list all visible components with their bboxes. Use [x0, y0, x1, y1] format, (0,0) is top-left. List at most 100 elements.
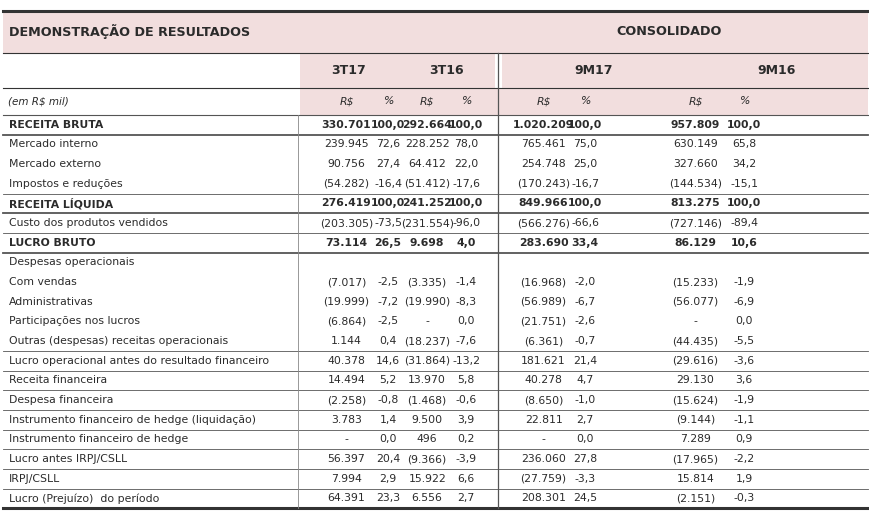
- Text: 9M17: 9M17: [574, 64, 612, 77]
- Text: Mercado interno: Mercado interno: [9, 139, 97, 150]
- Text: (15.233): (15.233): [672, 277, 718, 287]
- Text: 22,0: 22,0: [454, 159, 478, 169]
- Text: (144.534): (144.534): [668, 179, 721, 189]
- Text: 0,0: 0,0: [379, 434, 396, 445]
- Text: 10,6: 10,6: [730, 238, 757, 248]
- Text: 6.556: 6.556: [411, 493, 442, 503]
- Text: R$: R$: [339, 97, 353, 106]
- Text: 327.660: 327.660: [673, 159, 717, 169]
- Text: (16.968): (16.968): [520, 277, 566, 287]
- Text: (9.366): (9.366): [407, 454, 447, 464]
- Text: -66,6: -66,6: [571, 218, 599, 228]
- Text: %: %: [738, 97, 748, 106]
- Text: Mercado externo: Mercado externo: [9, 159, 101, 169]
- Text: 23,3: 23,3: [375, 493, 400, 503]
- Text: (56.989): (56.989): [520, 297, 566, 307]
- Text: -: -: [693, 317, 697, 326]
- Text: Instrumento financeiro de hedge: Instrumento financeiro de hedge: [9, 434, 188, 445]
- Text: -2,2: -2,2: [733, 454, 754, 464]
- Bar: [3, 11, 867, 53]
- Text: (203.305): (203.305): [320, 218, 373, 228]
- Text: 40.278: 40.278: [524, 375, 562, 386]
- Text: R$: R$: [687, 97, 702, 106]
- Text: 0,4: 0,4: [379, 336, 396, 346]
- Text: %: %: [382, 97, 393, 106]
- Text: -73,5: -73,5: [374, 218, 401, 228]
- Text: 0,0: 0,0: [457, 317, 474, 326]
- Text: 22.811: 22.811: [524, 415, 561, 425]
- Text: 7.994: 7.994: [330, 474, 362, 484]
- Text: -5,5: -5,5: [733, 336, 754, 346]
- Text: (231.554): (231.554): [401, 218, 453, 228]
- Text: 15.922: 15.922: [408, 474, 446, 484]
- Text: 90.756: 90.756: [327, 159, 365, 169]
- Text: 849.966: 849.966: [518, 198, 567, 209]
- Text: 20,4: 20,4: [375, 454, 400, 464]
- Text: 65,8: 65,8: [732, 139, 755, 150]
- Text: 26,5: 26,5: [375, 238, 401, 248]
- Text: 6,6: 6,6: [457, 474, 474, 484]
- Text: 100,0: 100,0: [370, 198, 405, 209]
- Text: 3,9: 3,9: [457, 415, 474, 425]
- Text: 2,7: 2,7: [457, 493, 474, 503]
- Text: 25,0: 25,0: [573, 159, 597, 169]
- Text: -0,3: -0,3: [733, 493, 754, 503]
- Text: -8,3: -8,3: [455, 297, 476, 307]
- Text: 64.391: 64.391: [327, 493, 365, 503]
- Text: 33,4: 33,4: [571, 238, 598, 248]
- Text: Despesa financeira: Despesa financeira: [9, 395, 113, 405]
- Text: 236.060: 236.060: [521, 454, 566, 464]
- Text: 5,8: 5,8: [457, 375, 474, 386]
- Text: R$: R$: [536, 97, 550, 106]
- Text: -2,5: -2,5: [377, 277, 398, 287]
- Text: 0,9: 0,9: [734, 434, 752, 445]
- Text: IRPJ/CSLL: IRPJ/CSLL: [9, 474, 60, 484]
- Text: (19.999): (19.999): [323, 297, 369, 307]
- Text: -7,2: -7,2: [377, 297, 398, 307]
- Text: -13,2: -13,2: [452, 356, 480, 366]
- Text: 957.809: 957.809: [670, 120, 720, 130]
- Text: DEMONSTRAÇÃO DE RESULTADOS: DEMONSTRAÇÃO DE RESULTADOS: [10, 25, 250, 40]
- Text: 27,8: 27,8: [573, 454, 597, 464]
- Text: (15.624): (15.624): [672, 395, 718, 405]
- Text: 86.129: 86.129: [673, 238, 716, 248]
- Bar: [501, 53, 867, 88]
- Text: 228.252: 228.252: [404, 139, 449, 150]
- Text: (27.759): (27.759): [520, 474, 566, 484]
- Text: 208.301: 208.301: [521, 493, 566, 503]
- Text: 181.621: 181.621: [521, 356, 565, 366]
- Text: (51.412): (51.412): [404, 179, 450, 189]
- Text: 100,0: 100,0: [567, 120, 601, 130]
- Text: -96,0: -96,0: [452, 218, 480, 228]
- Text: 496: 496: [416, 434, 437, 445]
- Text: 0,2: 0,2: [457, 434, 474, 445]
- Text: -7,6: -7,6: [455, 336, 476, 346]
- Text: -16,4: -16,4: [374, 179, 401, 189]
- Text: RECEITA BRUTA: RECEITA BRUTA: [9, 120, 103, 130]
- Text: (2.258): (2.258): [327, 395, 366, 405]
- Text: -1,9: -1,9: [733, 277, 754, 287]
- Text: Receita financeira: Receita financeira: [9, 375, 107, 386]
- Text: -3,3: -3,3: [574, 474, 595, 484]
- Text: 5,2: 5,2: [379, 375, 396, 386]
- Text: -0,8: -0,8: [377, 395, 398, 405]
- Text: -3,9: -3,9: [455, 454, 476, 464]
- Text: -3,6: -3,6: [733, 356, 754, 366]
- Text: 276.419: 276.419: [322, 198, 371, 209]
- Text: Lucro antes IRPJ/CSLL: Lucro antes IRPJ/CSLL: [9, 454, 127, 464]
- Text: -0,7: -0,7: [574, 336, 595, 346]
- Text: (em R$ mil): (em R$ mil): [8, 97, 69, 106]
- Text: -1,1: -1,1: [733, 415, 754, 425]
- Text: -15,1: -15,1: [729, 179, 758, 189]
- Text: (54.282): (54.282): [323, 179, 369, 189]
- Text: -16,7: -16,7: [571, 179, 599, 189]
- Text: 75,0: 75,0: [573, 139, 597, 150]
- Text: (9.144): (9.144): [675, 415, 714, 425]
- Text: 3T16: 3T16: [428, 64, 463, 77]
- Text: -: -: [541, 434, 545, 445]
- Text: 100,0: 100,0: [726, 198, 760, 209]
- Text: -1,9: -1,9: [733, 395, 754, 405]
- Text: -89,4: -89,4: [729, 218, 758, 228]
- Text: 292.664: 292.664: [401, 120, 452, 130]
- Text: -2,0: -2,0: [574, 277, 595, 287]
